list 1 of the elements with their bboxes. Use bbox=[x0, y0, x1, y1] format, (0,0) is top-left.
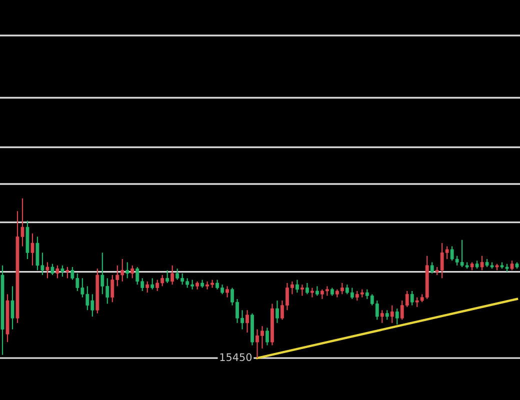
annotation: 15450 bbox=[220, 353, 252, 362]
